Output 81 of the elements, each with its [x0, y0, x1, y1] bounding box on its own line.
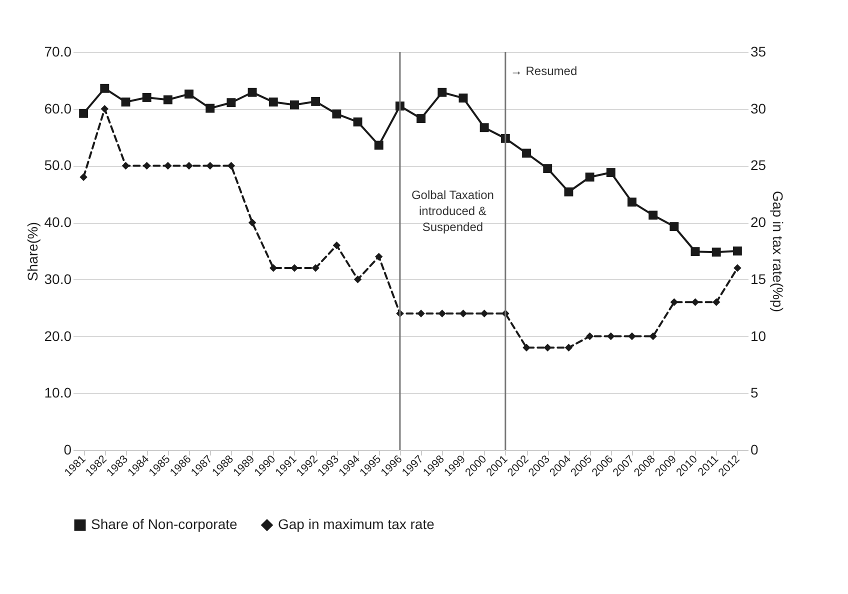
y2-tick-label: 35 [750, 44, 766, 60]
point [332, 241, 341, 250]
point [670, 222, 679, 232]
point [185, 162, 193, 170]
point [544, 344, 552, 352]
point [312, 264, 320, 272]
point [227, 162, 236, 170]
point [585, 172, 594, 182]
point [270, 264, 278, 272]
point [142, 162, 151, 170]
y2-tick-label: 30 [750, 100, 766, 116]
y-tick-label: 10.0 [44, 384, 72, 401]
point [290, 100, 299, 110]
point [79, 108, 88, 118]
point [480, 123, 489, 132]
point [712, 298, 720, 306]
point [734, 264, 742, 272]
point [121, 98, 130, 107]
legend-label: Share of Non-corporate [91, 516, 238, 532]
point [374, 140, 384, 150]
y2-tick-label: 15 [750, 270, 766, 287]
y-tick-label: 60.0 [44, 100, 72, 116]
point [458, 94, 468, 103]
point [100, 104, 109, 113]
y-tick-label: 50.0 [44, 157, 72, 174]
point [142, 93, 152, 102]
point [670, 298, 678, 306]
point [248, 218, 256, 226]
point [100, 84, 110, 93]
ref-line-label: → Resumed [510, 64, 578, 78]
point [248, 88, 257, 97]
point [628, 332, 636, 340]
point [732, 246, 742, 256]
point [648, 210, 658, 220]
y-tick-label: 20.0 [44, 328, 72, 344]
point [311, 96, 320, 106]
point [543, 164, 552, 174]
point [290, 264, 298, 272]
point [564, 344, 573, 352]
point [522, 344, 530, 352]
point [459, 310, 468, 318]
y-tick-label: 70.0 [44, 44, 72, 60]
point [628, 198, 636, 207]
point [690, 247, 700, 256]
point [606, 168, 616, 178]
legend-label: Gap in maximum tax rate [278, 516, 435, 532]
y-tick-label: 30.0 [44, 270, 72, 287]
point [184, 90, 194, 99]
y2-tick-label: 10 [750, 328, 766, 344]
point [122, 162, 130, 170]
point [712, 248, 721, 257]
y2-tick-label: 0 [750, 442, 758, 458]
point [268, 98, 278, 107]
point [354, 276, 362, 284]
point [691, 298, 700, 306]
y2-axis-title: Gap in tax rate(%p) [770, 190, 786, 312]
y-axis-title: Share(%) [24, 222, 40, 282]
point [438, 88, 447, 97]
point [353, 117, 362, 126]
y2-tick-label: 20 [750, 214, 766, 230]
point [564, 187, 574, 196]
point [649, 332, 657, 340]
point [80, 173, 88, 181]
point [586, 332, 594, 340]
point [374, 252, 383, 261]
point [164, 162, 172, 170]
y-tick-label: 40.0 [44, 214, 72, 230]
y-tick-label: 0 [64, 442, 72, 458]
point [163, 95, 172, 104]
point [607, 332, 615, 340]
point [226, 98, 236, 108]
point [206, 104, 215, 113]
point [206, 162, 214, 170]
point [417, 310, 425, 318]
point [522, 148, 531, 158]
point [416, 114, 426, 123]
y2-tick-label: 5 [750, 384, 758, 401]
point [332, 110, 342, 118]
y2-tick-label: 25 [750, 157, 766, 174]
ref-line-label: Golbal Taxation introduced & Suspended [411, 188, 494, 234]
point [438, 310, 446, 318]
